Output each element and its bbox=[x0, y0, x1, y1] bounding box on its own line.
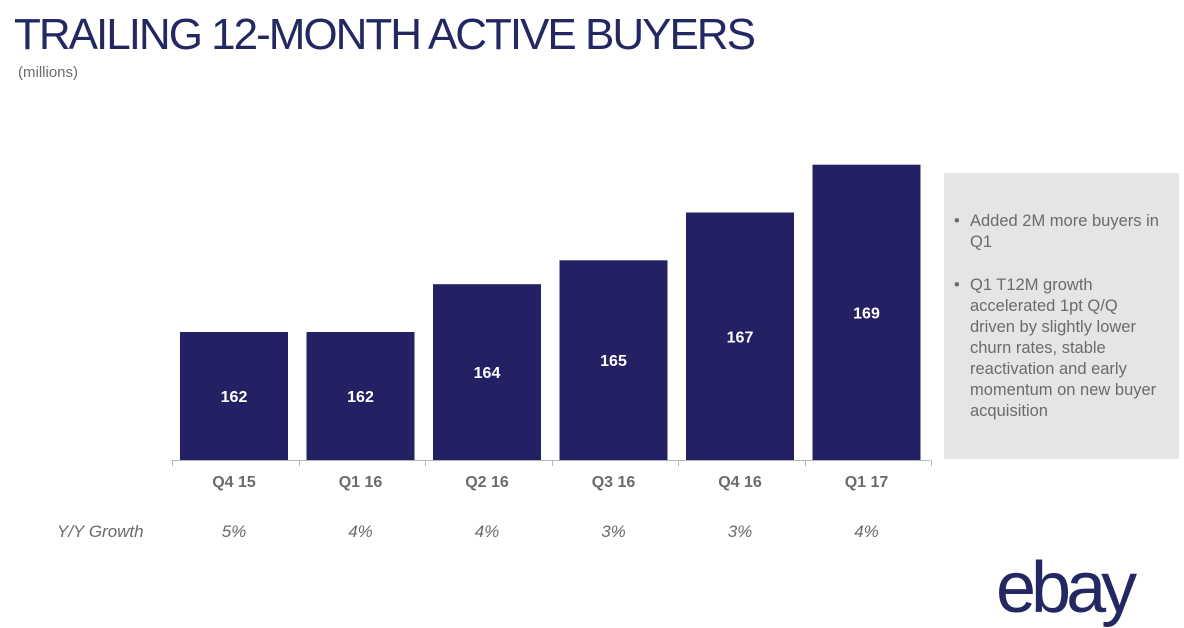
callout-bullet-text: Added 2M more buyers in Q1 bbox=[970, 212, 1159, 251]
data-label: 162 bbox=[347, 389, 374, 406]
growth-value: 4% bbox=[854, 522, 879, 541]
data-label: 169 bbox=[853, 305, 880, 322]
bar bbox=[306, 332, 415, 460]
chart-title: TRAILING 12-MONTH ACTIVE BUYERS bbox=[14, 10, 756, 59]
growth-value: 3% bbox=[727, 522, 753, 541]
x-tick-label: Q4 15 bbox=[212, 474, 256, 491]
bar bbox=[812, 164, 921, 460]
x-tick-label: Q3 16 bbox=[592, 474, 636, 491]
callout-bullet-text: Q1 T12M growth accelerated 1pt Q/Q drive… bbox=[970, 276, 1157, 420]
bar bbox=[559, 260, 668, 460]
growth-row-label: Y/Y Growth bbox=[57, 522, 144, 541]
x-tick-label: Q1 17 bbox=[845, 474, 889, 491]
data-label: 165 bbox=[600, 353, 627, 370]
growth-value: 4% bbox=[474, 522, 500, 541]
x-tick-label: Q1 16 bbox=[339, 474, 383, 491]
ebay-logo: ebay bbox=[996, 548, 1137, 628]
callout-box: • Added 2M more buyers in Q1 • Q1 T12M g… bbox=[944, 173, 1179, 459]
x-tick-label: Q4 16 bbox=[718, 474, 762, 491]
bar bbox=[180, 332, 288, 460]
bullet-dot-icon: • bbox=[954, 212, 960, 230]
bar bbox=[433, 284, 541, 460]
x-tick-label: Q2 16 bbox=[465, 474, 509, 491]
callout-bullet: • Q1 T12M growth accelerated 1pt Q/Q dri… bbox=[954, 275, 1161, 422]
data-label: 162 bbox=[221, 389, 248, 406]
bullet-dot-icon: • bbox=[954, 276, 960, 294]
growth-value: 4% bbox=[348, 522, 373, 541]
data-label: 164 bbox=[474, 365, 501, 382]
bar bbox=[686, 212, 794, 460]
growth-value: 5% bbox=[221, 522, 247, 541]
callout-list: • Added 2M more buyers in Q1 • Q1 T12M g… bbox=[954, 211, 1161, 422]
data-label: 167 bbox=[727, 329, 754, 346]
growth-value: 3% bbox=[601, 522, 626, 541]
chart-subtitle: (millions) bbox=[18, 64, 78, 81]
callout-bullet: • Added 2M more buyers in Q1 bbox=[954, 211, 1161, 253]
